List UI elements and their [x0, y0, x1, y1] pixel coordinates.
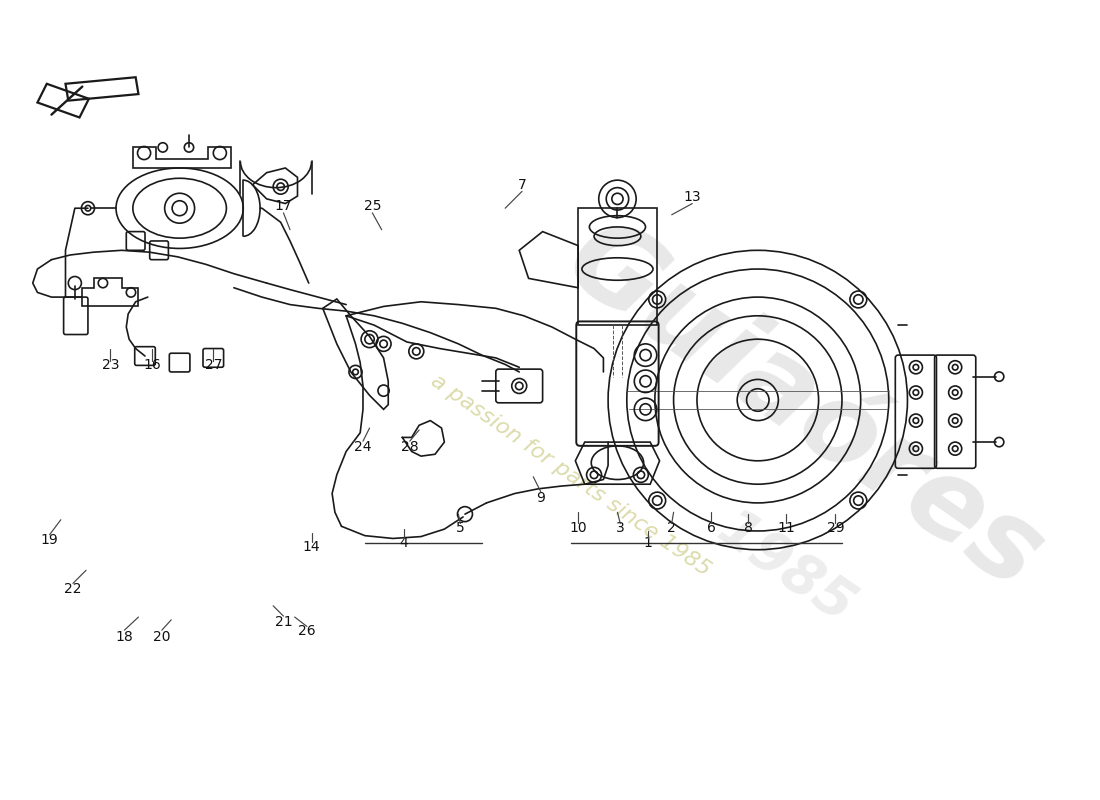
Text: 13: 13: [683, 190, 701, 204]
Text: 11: 11: [777, 521, 794, 535]
Text: 7: 7: [518, 178, 527, 192]
Text: a passion for parts since 1985: a passion for parts since 1985: [427, 370, 714, 579]
Text: Guiaóres: Guiaóres: [546, 206, 1063, 613]
Text: 22: 22: [64, 582, 81, 596]
Text: 20: 20: [153, 630, 170, 644]
Text: 14: 14: [302, 540, 320, 554]
Text: 16: 16: [144, 358, 162, 372]
Text: 21: 21: [275, 614, 293, 629]
Text: 1985: 1985: [707, 502, 865, 635]
Text: 4: 4: [399, 536, 408, 550]
Text: 6: 6: [706, 521, 715, 535]
Text: 1: 1: [644, 536, 652, 550]
Text: 17: 17: [275, 199, 293, 214]
Text: 5: 5: [455, 521, 464, 535]
Text: 27: 27: [205, 358, 222, 372]
Text: 24: 24: [354, 440, 372, 454]
Text: 3: 3: [616, 521, 625, 535]
Text: 8: 8: [744, 521, 752, 535]
Text: 9: 9: [537, 491, 546, 506]
Text: 25: 25: [364, 199, 381, 214]
Text: 23: 23: [101, 358, 119, 372]
Text: 28: 28: [402, 440, 419, 454]
Text: 29: 29: [826, 521, 844, 535]
Text: 19: 19: [41, 534, 58, 547]
Text: 10: 10: [570, 521, 587, 535]
Text: 2: 2: [668, 521, 676, 535]
Text: 18: 18: [116, 630, 133, 644]
Text: 26: 26: [298, 624, 316, 638]
